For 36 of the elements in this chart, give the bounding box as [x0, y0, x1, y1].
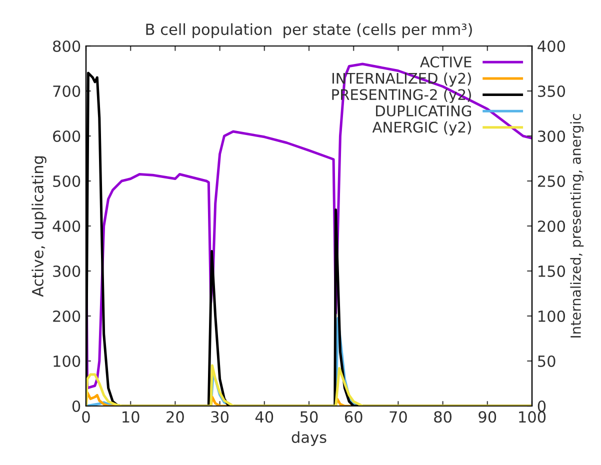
y-tick-label: 600	[53, 130, 80, 142]
y-tick-label: 800	[53, 40, 80, 52]
y-tick-label: 100	[54, 355, 80, 368]
y2-tick-label: 350	[538, 85, 566, 98]
y2-tick-label: 50	[538, 355, 556, 368]
x-tick-label: 60	[344, 411, 362, 423]
y-axis-title: Active, duplicating	[32, 156, 46, 297]
x-tick-label: 30	[211, 411, 229, 423]
y-tick-label: 300	[53, 265, 80, 278]
chart-title: B cell population per state (cells per mm³)	[146, 23, 472, 38]
y-tick-label: 0	[72, 400, 80, 412]
legend-label: ACTIVE	[420, 56, 472, 68]
y2-tick-label: 300	[538, 130, 566, 142]
y2-tick-label: 250	[538, 175, 566, 188]
y-tick-label: 400	[52, 220, 80, 232]
x-tick-label: 0	[82, 411, 90, 423]
legend-label: ANERGIC (y2)	[372, 121, 471, 136]
x-tick-label: 90	[478, 411, 496, 423]
x-tick-label: 100	[519, 411, 546, 423]
x-tick-label: 50	[300, 411, 318, 423]
y2-tick-label: 0	[538, 400, 546, 412]
y2-tick-label: 200	[538, 220, 566, 232]
y2-tick-label: 150	[538, 265, 566, 278]
y-tick-label: 200	[53, 310, 80, 322]
x-tick-label: 20	[166, 411, 184, 423]
legend-label: DUPLICATING	[376, 105, 472, 116]
y2-tick-label: 100	[538, 310, 566, 322]
y-tick-label: 500	[53, 175, 80, 188]
y-tick-label: 700	[53, 85, 80, 98]
x-tick-label: 40	[255, 411, 274, 423]
x-tick-label: 80	[434, 411, 452, 423]
x-axis-title: days	[292, 431, 326, 446]
y2-axis-title: Internalized, presenting, anergic	[570, 114, 584, 338]
x-tick-label: 70	[390, 411, 407, 423]
y2-tick-label: 400	[538, 40, 566, 52]
x-tick-label: 10	[122, 411, 140, 423]
